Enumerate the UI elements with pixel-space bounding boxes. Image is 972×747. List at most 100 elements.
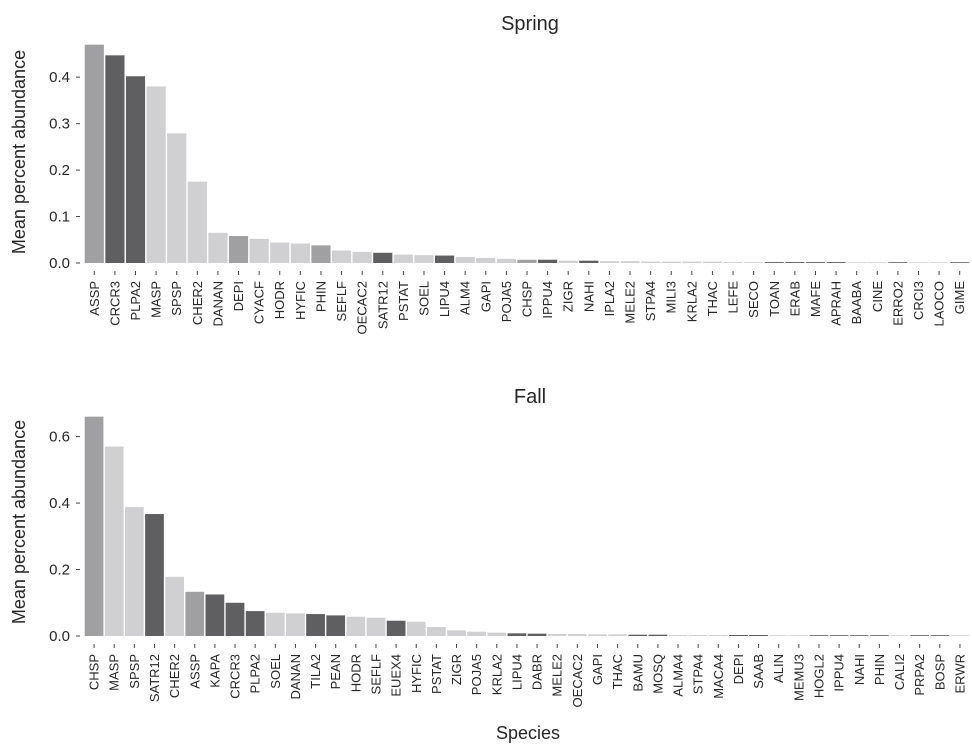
- fall-x-tick-label: DEPI: [731, 654, 746, 684]
- fall-x-tick-label: GAPI: [590, 654, 605, 685]
- fall-x-axis-label: Species: [496, 723, 560, 743]
- fall-bar-ippu4: [829, 635, 849, 636]
- spring-bars: [84, 44, 970, 264]
- spring-bar-cyacf: [249, 238, 269, 263]
- fall-y-axis-label: Mean percent abundance: [9, 420, 29, 624]
- fall-bar-assp: [185, 591, 205, 636]
- spring-x-tick-label: IPLA2: [602, 281, 617, 316]
- fall-bar-thac: [608, 634, 627, 636]
- spring-x-tick-label: ERRO2: [890, 281, 905, 326]
- fall-bar-danan: [286, 613, 305, 636]
- fall-x-tick-label: DABR: [530, 654, 545, 690]
- spring-x-tick-label: MAFE: [808, 281, 823, 317]
- fall-panel: Fall Mean percent abundance 0.0 0.2 0.4 0.6…: [9, 386, 970, 743]
- fall-x-tick-label: LIPU4: [509, 654, 524, 690]
- spring-x-tick-label: HYFIC: [293, 281, 308, 320]
- fall-bar-cher2: [165, 576, 184, 636]
- spring-bar-lefe: [723, 262, 743, 263]
- spring-x-tick-label: GIME: [952, 281, 967, 315]
- spring-x-tick-label: CINE: [870, 281, 885, 312]
- spring-bar-cine: [867, 262, 887, 263]
- spring-bar-mili3: [661, 261, 681, 263]
- spring-x-tick-label: APRAH: [829, 281, 844, 326]
- spring-y-axis-label: Mean percent abundance: [9, 50, 29, 254]
- fall-bar-hodr: [346, 616, 366, 636]
- spring-x-tick-label: SPSP: [169, 281, 184, 316]
- fall-bar-alin: [769, 635, 789, 636]
- fall-x-tick-label: CHER2: [167, 654, 182, 698]
- spring-x-tick-label: LIPU4: [437, 281, 452, 317]
- fall-bar-alma4: [668, 635, 688, 636]
- spring-x-tick-label: DEPI: [231, 281, 246, 311]
- fall-x-tick-label: CRCR3: [228, 654, 243, 699]
- spring-bar-danan: [208, 232, 228, 263]
- spring-x-tick-label: DANAN: [210, 281, 225, 327]
- fall-x-tick-label: HOGL2: [811, 654, 826, 698]
- spring-bar-cher2: [187, 181, 207, 263]
- fall-bar-hyfic: [406, 621, 426, 636]
- spring-bar-hyfic: [290, 243, 310, 263]
- spring-y-tick-label: 0.2: [49, 162, 70, 179]
- spring-y-tick-label: 0.3: [49, 116, 70, 133]
- spring-x-tick-label: KRLA2: [684, 281, 699, 322]
- fall-bar-masp: [104, 446, 124, 636]
- spring-x-tick-label: STPA4: [643, 281, 658, 321]
- spring-bar-baaba: [847, 262, 867, 263]
- spring-bar-hodr: [270, 242, 290, 263]
- fall-bar-prpa2: [910, 635, 930, 636]
- fall-bar-plpa2: [245, 611, 265, 636]
- spring-x-tick-label: TOAN: [767, 281, 782, 317]
- fall-bar-dabr: [527, 633, 547, 636]
- fall-x-tick-label: ZIGR: [449, 654, 464, 685]
- spring-x-tick-label: BAABA: [849, 281, 864, 325]
- fall-x-tick-label: ALIN: [771, 654, 786, 683]
- spring-y-tick-label: 0.1: [49, 209, 70, 226]
- spring-bar-thac: [702, 261, 723, 263]
- fall-x-tick-label: SPSP: [127, 654, 142, 689]
- spring-bar-satr12: [373, 252, 393, 263]
- spring-x-tick-label: OECAC2: [355, 281, 370, 334]
- fall-x-tick-label: DANAN: [288, 654, 303, 700]
- spring-x-tick-label: CRCR3: [107, 281, 122, 326]
- fall-x-tick-label: EUEX4: [389, 654, 404, 697]
- fall-bar-pstat: [427, 627, 446, 636]
- spring-bar-crcr3: [105, 55, 125, 263]
- spring-x-tick-label: CRCI3: [911, 281, 926, 320]
- fall-bar-krla2: [487, 632, 507, 636]
- fall-y-tick-label: 0.6: [49, 429, 70, 446]
- spring-bar-stpa4: [641, 261, 661, 263]
- fall-bar-mele2: [547, 634, 567, 636]
- fall-x-tick-label: STPA4: [691, 654, 706, 694]
- spring-x-tick-label: ALM4: [458, 281, 473, 315]
- spring-x-tick-label: CHER2: [190, 281, 205, 325]
- spring-bar-erro2: [888, 262, 908, 263]
- spring-x-tick-label: HODR: [272, 281, 287, 319]
- fall-x-tick-label: HYFIC: [409, 654, 424, 693]
- spring-bar-toan: [764, 262, 784, 263]
- spring-x-tick-label: LEFE: [726, 281, 741, 314]
- fall-bar-poja5: [467, 631, 487, 636]
- spring-bar-erab: [785, 262, 805, 263]
- fall-bar-memu3: [789, 635, 809, 636]
- spring-bar-ippu4: [538, 259, 558, 263]
- fall-x-tick-label: BAMU: [630, 654, 645, 692]
- spring-bar-alm4: [455, 256, 475, 263]
- spring-bar-aprah: [826, 262, 846, 263]
- fall-x-tick-label: ASSP: [187, 654, 202, 689]
- fall-y-tick-label: 0.4: [49, 495, 70, 512]
- spring-x-tick-label: MASP: [149, 281, 164, 318]
- fall-bar-euex4: [386, 620, 406, 636]
- fall-x-tick-label: MELE2: [550, 654, 565, 697]
- fall-x-tick-label: BOSP: [932, 654, 947, 690]
- fall-x-tick-label: IPPU4: [832, 654, 847, 692]
- fall-x-tick-label: SEFLF: [368, 654, 383, 695]
- spring-x-tick-label: MILI3: [664, 281, 679, 314]
- fall-bar-bamu: [628, 634, 648, 636]
- fall-x-tick-label: KRLA2: [489, 654, 504, 695]
- fall-bar-gapi: [588, 634, 607, 636]
- spring-x-tick-label: IPPU4: [540, 281, 555, 319]
- fall-bar-saab: [749, 635, 768, 636]
- spring-bar-seflf: [331, 250, 352, 263]
- spring-bar-gime: [950, 262, 970, 263]
